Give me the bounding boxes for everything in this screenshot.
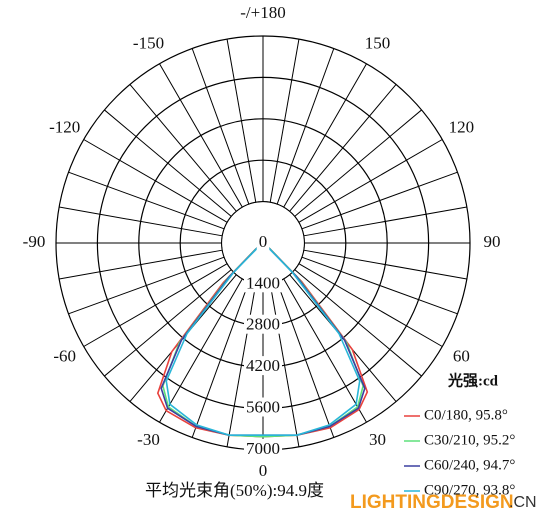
r-tick-label: 0: [259, 232, 268, 251]
footer: 平均光束角(50%):94.9度: [145, 481, 324, 500]
intensity-curve: [165, 242, 361, 436]
r-label-bg: [244, 356, 282, 376]
r-label-bg: [244, 397, 282, 417]
angle-tick-label: 30: [369, 430, 386, 449]
watermark: LIGHTINGDESIGN: [350, 492, 514, 513]
r-label-bg: [244, 438, 282, 458]
legend-label: C90/270, 93.8°: [424, 482, 515, 498]
watermark-suffix: .CN: [509, 494, 537, 511]
r-tick-label: 5600: [246, 398, 280, 417]
angle-tick-label: 60: [453, 346, 470, 365]
r-tick-label: 4200: [246, 356, 280, 375]
angle-tick-label: -120: [49, 117, 80, 136]
r-tick-label: 7000: [246, 439, 280, 458]
angle-tick-label: 0: [259, 461, 268, 480]
legend-label: C0/180, 95.8°: [424, 407, 508, 423]
r-tick-label: 2800: [246, 315, 280, 334]
angle-tick-label: 150: [365, 34, 391, 53]
angle-tick-label: -90: [23, 232, 46, 251]
legend-label: C30/210, 95.2°: [424, 432, 515, 448]
legend-label: C60/240, 94.7°: [424, 457, 515, 473]
r-label-bg: [244, 273, 282, 293]
legend-title: 光强:cd: [447, 371, 499, 389]
angle-tick-label: 120: [449, 117, 475, 136]
r-tick-label: 1400: [246, 273, 280, 292]
angle-tick-label: 90: [484, 232, 501, 251]
angle-tick-label: -/+180: [240, 3, 285, 22]
r-label-bg: [256, 231, 270, 251]
angle-tick-label: -150: [133, 34, 164, 53]
angle-tick-label: -60: [53, 346, 76, 365]
angle-tick-label: -30: [137, 430, 160, 449]
r-label-bg: [244, 314, 282, 334]
